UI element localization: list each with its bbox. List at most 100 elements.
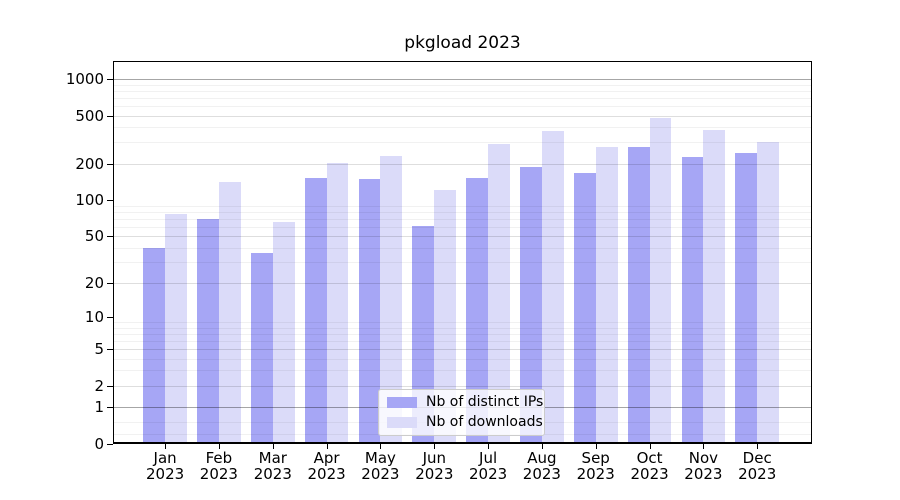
bar-distinct-ips-apr [304,178,327,443]
y-tick-label-200: 200 [75,154,104,173]
y-tick-200 [107,163,113,165]
x-tick-label-sep: Sep 2023 [576,449,615,483]
gridline-20 [114,282,811,284]
x-tick-mar [272,444,274,449]
bar-distinct-ips-nov [681,157,704,443]
y-tick-1000 [107,78,113,80]
gridline-7 [114,333,811,335]
x-tick-label-oct: Oct 2023 [630,449,669,483]
gridline-9 [114,322,811,323]
y-tick-label-100: 100 [75,191,104,209]
bar-downloads-aug [541,131,564,443]
x-tick-apr [326,444,328,449]
y-tick-label-5: 5 [94,340,104,358]
gridline-200 [114,163,811,165]
gridline-1000 [114,78,811,80]
legend-label-downloads: Nb of downloads [426,414,543,430]
chart-title: pkgload 2023 [404,33,521,53]
x-tick-label-apr: Apr 2023 [307,449,346,483]
x-tick-sep [595,444,597,449]
legend-entry-distinct-ips: Nb of distinct IPs [387,394,543,411]
x-tick-may [380,444,382,449]
y-tick-2 [107,385,113,387]
bar-distinct-ips-aug [520,167,542,443]
x-tick-label-jan: Jan 2023 [146,449,185,483]
y-tick-label-1: 1 [94,397,104,416]
axis-spine-top [113,61,812,62]
x-tick-label-may: May 2023 [361,449,400,483]
gridline-90 [114,205,811,207]
axis-spine-bottom [113,442,812,444]
gridline-8 [114,327,811,329]
legend-swatch-downloads [387,417,417,428]
gridline-2 [114,385,811,387]
gridline-800 [114,90,811,92]
gridline-70 [114,218,811,220]
gridline-6 [114,340,811,342]
y-tick-20 [107,282,113,284]
bar-distinct-ips-sep [573,173,596,443]
x-tick-aug [541,444,543,449]
y-tick-500 [107,115,113,117]
x-tick-nov [703,444,705,449]
y-tick-label-0: 0 [94,434,104,453]
bar-downloads-dec [757,142,780,443]
x-tick-label-feb: Feb 2023 [199,449,238,483]
bar-downloads-sep [595,146,618,443]
gridline-30 [114,262,811,264]
bar-downloads-mar [272,222,295,443]
y-tick-label-10: 10 [84,308,104,326]
x-tick-dec [757,444,759,449]
bar-distinct-ips-mar [250,252,273,443]
legend: Nb of distinct IPs Nb of downloads [378,389,545,436]
gridline-3 [114,370,811,372]
y-tick-100 [107,200,113,201]
gridline-900 [114,84,811,86]
bar-downloads-apr [326,162,349,443]
gridline-500 [114,115,811,117]
x-tick-label-dec: Dec 2023 [738,449,777,483]
x-tick-jan [165,444,167,449]
bar-downloads-nov [703,130,726,443]
x-tick-label-nov: Nov 2023 [684,449,723,483]
y-tick-50 [107,236,113,237]
bar-distinct-ips-may [358,178,381,443]
x-tick-label-jun: Jun 2023 [415,449,454,483]
bar-distinct-ips-dec [735,153,758,443]
bar-downloads-may [380,156,403,443]
gridline-40 [114,247,811,249]
gridline-4 [114,358,811,360]
gridline-600 [114,105,811,107]
y-tick-10 [107,317,113,318]
bar-distinct-ips-jan [143,247,166,443]
y-tick-label-2: 2 [94,376,104,395]
x-tick-oct [649,444,651,449]
bar-distinct-ips-jul [466,178,489,443]
x-tick-jul [488,444,490,449]
x-tick-label-mar: Mar 2023 [253,449,292,483]
bar-distinct-ips-feb [197,218,219,443]
y-tick-label-50: 50 [84,227,104,245]
y-tick-1 [107,406,113,408]
gridline-300 [114,142,811,144]
x-tick-feb [218,444,220,449]
y-tick-label-500: 500 [75,106,104,125]
y-tick-5 [107,349,113,350]
bar-distinct-ips-oct [627,146,650,443]
legend-label-distinct-ips: Nb of distinct IPs [426,394,544,410]
gridline-50 [114,236,811,237]
gridline-400 [114,127,811,129]
gridline-700 [114,97,811,99]
gridline-80 [114,211,811,213]
x-tick-jun [434,444,436,449]
gridline-60 [114,226,811,228]
legend-entry-downloads: Nb of downloads [387,414,543,431]
axis-spine-left [113,61,114,443]
y-tick-label-20: 20 [84,273,104,292]
bar-distinct-ips-jun [412,225,435,443]
y-tick-0 [107,443,113,445]
bar-downloads-jun [434,190,457,443]
gridline-5 [114,349,811,350]
x-tick-label-jul: Jul 2023 [469,449,508,483]
